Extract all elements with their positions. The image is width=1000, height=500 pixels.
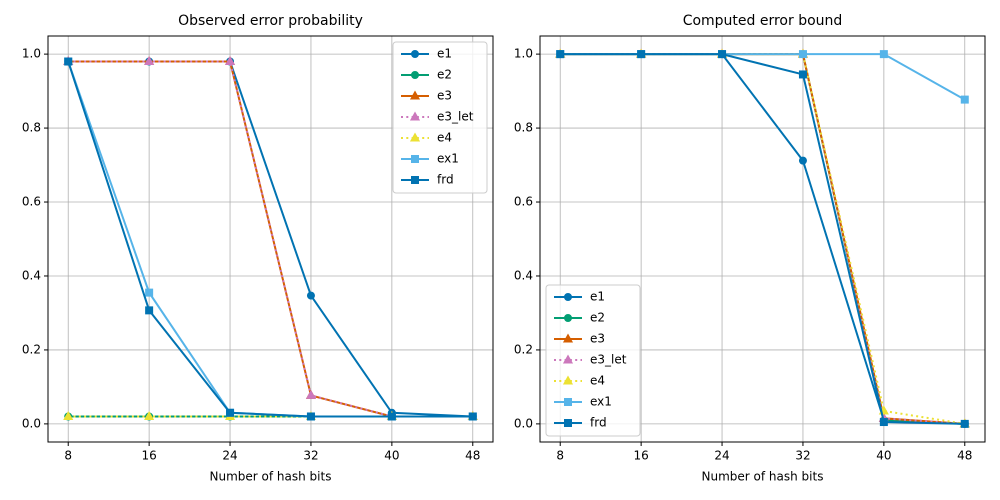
legend-label: ex1 [590,395,612,409]
legend-marker [564,398,572,406]
marker [798,50,807,59]
marker [145,288,154,297]
y-tick-label: 1.0 [22,47,41,61]
marker [145,306,154,315]
legend-label: frd [590,416,607,430]
marker [798,156,807,165]
marker [144,410,155,420]
legend-marker [411,50,419,58]
legend-label: e1 [437,47,452,61]
y-tick-label: 0.8 [514,121,533,135]
marker [63,410,74,420]
marker [960,95,969,104]
x-tick-label: 32 [795,449,810,463]
legend-label: e4 [437,131,452,145]
line [560,53,966,101]
legend-marker [411,155,419,163]
marker [798,70,807,79]
marker [306,291,315,300]
legend-label: e2 [437,68,452,82]
x-tick-label: 48 [957,449,972,463]
marker [144,55,155,66]
legend-label: e3 [590,332,605,346]
marker [468,412,477,421]
axes-frame [47,35,494,443]
legend-label: e3_let [437,110,474,124]
x-tick-label: 8 [556,449,564,463]
marker [387,412,396,421]
x-tick-label: 8 [64,449,72,463]
legend-marker [564,293,572,301]
y-tick-label: 0.8 [22,121,41,135]
y-tick-label: 0.4 [22,268,41,282]
y-tick-label: 0.6 [22,195,41,209]
y-tick-label: 0.0 [514,416,533,430]
marker [306,412,315,421]
legend-label: e2 [590,311,605,325]
legend-marker [409,111,421,121]
x-axis-label: Number of hash bits [702,470,824,484]
legend-label: ex1 [437,152,459,166]
marker [226,408,235,417]
chart-title: Computed error bound [683,13,843,29]
chart: Observed error probability Number of hash… [22,13,494,484]
legend-marker [564,314,572,322]
x-tick-label: 16 [141,449,156,463]
legend-marker [409,90,421,100]
y-tick-label: 0.2 [514,342,533,356]
x-tick-label: 40 [876,449,891,463]
x-tick-label: 16 [633,449,648,463]
marker [305,389,317,399]
marker [879,50,888,59]
marker [556,50,565,59]
line [67,61,473,418]
y-tick-label: 0.0 [22,416,41,430]
x-axis-label: Number of hash bits [210,470,332,484]
legend-marker [562,354,574,364]
axes-frame [539,35,986,443]
chart-title: Observed error probability [178,13,363,29]
legend-label: e3_let [590,353,627,367]
marker [718,50,727,59]
y-tick-label: 0.2 [22,342,41,356]
x-tick-label: 32 [303,449,318,463]
line [560,53,965,425]
y-tick-label: 1.0 [514,47,533,61]
x-tick-label: 40 [384,449,399,463]
legend-marker [411,176,419,184]
legend-label: e1 [590,290,605,304]
legend-marker [562,333,574,343]
marker [224,55,236,66]
y-tick-label: 0.4 [514,268,533,282]
x-tick-label: 24 [714,449,729,463]
marker [960,419,969,428]
legend-marker [564,419,572,427]
legend-marker [409,132,421,142]
legend-label: e4 [590,374,605,388]
legend-label: e3 [437,89,452,103]
chart: Computed error bound Number of hash bits 8… [514,13,986,484]
legend-label: frd [437,173,454,187]
legend-marker [411,71,419,79]
marker [64,57,73,66]
marker [637,50,646,59]
marker [879,418,888,427]
legend-marker [562,375,574,385]
x-tick-label: 48 [465,449,480,463]
x-tick-label: 24 [222,449,237,463]
y-tick-label: 0.6 [514,195,533,209]
